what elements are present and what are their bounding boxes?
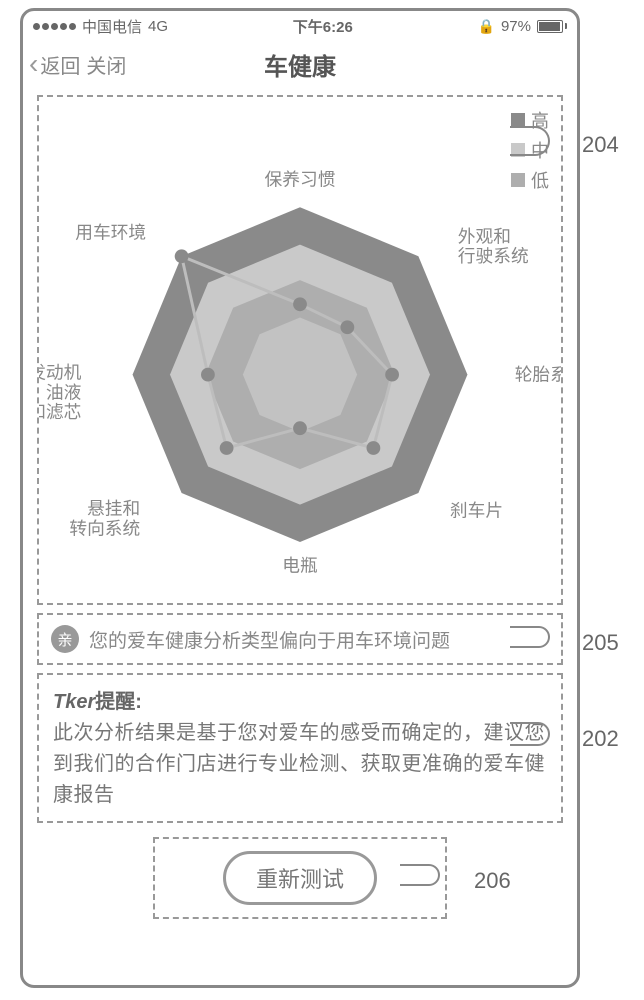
carrier-label: 中国电信 <box>82 16 142 37</box>
reminder-title: Tker提醒: <box>53 685 547 714</box>
radar-chart-panel: 高中低 保养习惯外观和行驶系统轮胎系统刹车片电瓶悬挂和转向系统发动机、油液和滤芯… <box>37 95 563 605</box>
phone-frame: 中国电信 4G 下午6:26 🔒 97% ‹ 返回 关闭 车健康 高中低 保养习… <box>20 8 580 988</box>
clock-label: 下午6:26 <box>293 16 353 37</box>
svg-text:电瓶: 电瓶 <box>282 556 317 576</box>
signal-icon <box>33 23 76 30</box>
rotation-lock-icon: 🔒 <box>478 18 495 35</box>
svg-text:用车环境: 用车环境 <box>75 223 146 243</box>
svg-text:发动机、油液和滤芯: 发动机、油液和滤芯 <box>39 363 82 422</box>
network-label: 4G <box>148 18 168 35</box>
nav-bar: ‹ 返回 关闭 车健康 <box>23 41 577 87</box>
battery-icon <box>537 20 567 33</box>
svg-text:悬挂和转向系统: 悬挂和转向系统 <box>69 499 140 539</box>
reminder-panel: Tker提醒: 此次分析结果是基于您对爱车的感受而确定的，建议您到我们的合作门店… <box>37 673 563 823</box>
page-title: 车健康 <box>23 47 577 82</box>
radar-chart: 保养习惯外观和行驶系统轮胎系统刹车片电瓶 悬挂和转向系统 发动机、油液和滤芯 用车环境 <box>39 97 561 603</box>
svg-text:保养习惯: 保养习惯 <box>265 170 336 190</box>
svg-text:外观和行驶系统: 外观和行驶系统 <box>458 226 529 266</box>
svg-text:刹车片: 刹车片 <box>450 501 503 521</box>
summary-text: 您的爱车健康分析类型偏向于用车环境问题 <box>89 626 450 653</box>
status-bar: 中国电信 4G 下午6:26 🔒 97% <box>23 11 577 41</box>
svg-text:轮胎系统: 轮胎系统 <box>515 365 561 385</box>
summary-panel: 亲 您的爱车健康分析类型偏向于用车环境问题 <box>37 613 563 665</box>
reminder-body: 此次分析结果是基于您对爱车的感受而确定的，建议您到我们的合作门店进行专业检测、获… <box>53 718 547 811</box>
summary-badge-icon: 亲 <box>51 625 79 653</box>
battery-pct-label: 97% <box>501 18 531 35</box>
retest-button[interactable]: 重新测试 <box>223 851 377 905</box>
